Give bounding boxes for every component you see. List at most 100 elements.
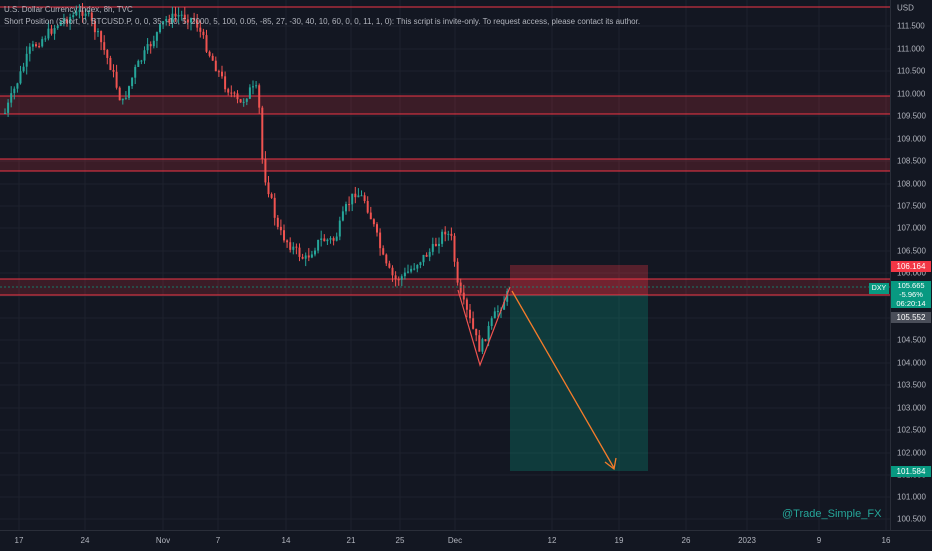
time-axis[interactable]: 17 24 Nov 7 14 21 25 Dec 12 19 26 2023 9 16 xyxy=(0,530,932,551)
candle-body xyxy=(388,263,391,268)
candle-body xyxy=(422,254,425,263)
author-watermark: @Trade_Simple_FX xyxy=(782,508,882,520)
candle-body xyxy=(242,101,245,103)
candle-body xyxy=(487,325,490,342)
time-tick: 25 xyxy=(395,536,405,545)
candle-body xyxy=(155,32,158,41)
price-tick: 108.500 xyxy=(897,156,926,166)
price-tick: 108.000 xyxy=(897,179,926,189)
candle-body xyxy=(10,93,13,103)
price-tick: 104.500 xyxy=(897,335,926,345)
time-tick: Dec xyxy=(447,536,463,545)
price-tick: 104.000 xyxy=(897,358,926,368)
candle-body xyxy=(183,14,186,20)
candle-body xyxy=(193,18,196,21)
candle-body xyxy=(146,44,149,51)
candle-body xyxy=(490,318,493,326)
candle-body xyxy=(239,99,242,103)
price-chart[interactable] xyxy=(0,0,890,530)
candle-body xyxy=(345,204,347,212)
candle-body xyxy=(431,243,434,252)
candle-body xyxy=(286,240,289,243)
candle-body xyxy=(503,301,506,310)
candle-body xyxy=(267,182,270,195)
candle-body xyxy=(165,18,168,22)
take-profit-zone xyxy=(510,295,648,471)
candle-body xyxy=(444,231,447,235)
candle-body xyxy=(354,193,357,198)
candle-body xyxy=(137,60,140,67)
candle-body xyxy=(459,282,462,293)
candle-body xyxy=(469,309,471,319)
chart-title[interactable]: U.S. Dollar Currency Index, 8h, TVC xyxy=(4,5,133,14)
price-tick: 111.500 xyxy=(897,21,925,31)
candle-body xyxy=(270,194,273,198)
stop-loss-zone xyxy=(510,265,648,295)
candle-body xyxy=(428,251,431,257)
candle-body xyxy=(369,212,372,220)
candle-body xyxy=(475,328,478,336)
candle-body xyxy=(233,92,236,94)
candle-body xyxy=(481,339,484,352)
candle-body xyxy=(177,15,180,17)
candle-body xyxy=(44,38,47,40)
price-tick: 110.500 xyxy=(897,66,926,76)
candle-body xyxy=(252,86,254,88)
candle-body xyxy=(391,267,394,276)
candle-body xyxy=(261,107,264,159)
candle-body xyxy=(304,255,307,259)
candle-body xyxy=(196,20,199,28)
candle-body xyxy=(338,220,341,237)
candle-body xyxy=(84,13,87,16)
candle-body xyxy=(50,28,53,34)
candle-body xyxy=(283,230,285,241)
candle-body xyxy=(394,275,397,280)
time-tick: 19 xyxy=(614,536,624,545)
candle-body xyxy=(35,44,37,47)
indicator-legend[interactable]: Short Position (Short, 0, BTCUSD.P, 0, 0… xyxy=(4,17,641,26)
candle-body xyxy=(56,25,59,29)
candle-body xyxy=(140,60,143,62)
candle-body xyxy=(174,13,177,17)
candle-body xyxy=(152,40,155,47)
target-price-tag: 101.584 xyxy=(891,466,931,477)
candle-body xyxy=(462,292,465,300)
candle-body xyxy=(53,28,56,34)
price-tick: 103.500 xyxy=(897,380,926,390)
candle-body xyxy=(248,87,251,99)
candle-body xyxy=(493,311,496,319)
candle-body xyxy=(472,318,475,329)
pattern-line xyxy=(457,286,511,367)
candle-body xyxy=(407,271,409,273)
chart-area[interactable]: U.S. Dollar Currency Index, 8h, TVC Shor… xyxy=(0,0,890,530)
candle-body xyxy=(335,236,338,241)
candle-body xyxy=(109,57,112,70)
candle-body xyxy=(236,93,239,100)
candle-body xyxy=(326,239,329,242)
candle-body xyxy=(115,71,118,88)
candle-body xyxy=(208,51,211,56)
candle-body xyxy=(90,12,93,21)
candle-body xyxy=(100,31,103,43)
candle-body xyxy=(419,262,422,265)
candle-body xyxy=(385,254,388,264)
candle-body xyxy=(230,92,233,94)
candle-body xyxy=(323,238,326,242)
candle-body xyxy=(13,88,16,94)
candle-body xyxy=(307,255,310,258)
candle-body xyxy=(310,254,313,258)
price-tick: 109.500 xyxy=(897,111,926,121)
arrow-head xyxy=(604,457,617,471)
candle-body xyxy=(363,195,366,201)
candle-body xyxy=(298,247,301,257)
candle-body xyxy=(357,195,360,198)
price-axis[interactable]: USD 111.500 111.000 110.500 110.000 109.500 1… xyxy=(890,0,932,530)
candle-body xyxy=(341,211,344,221)
candle-body xyxy=(128,86,130,98)
candle-body xyxy=(348,204,351,206)
candle-body xyxy=(149,44,152,47)
price-tick: 106.000 xyxy=(897,268,926,278)
candle-body xyxy=(31,44,34,47)
countdown-tag: 06:20:14 xyxy=(891,299,931,308)
candle-body xyxy=(360,195,363,197)
